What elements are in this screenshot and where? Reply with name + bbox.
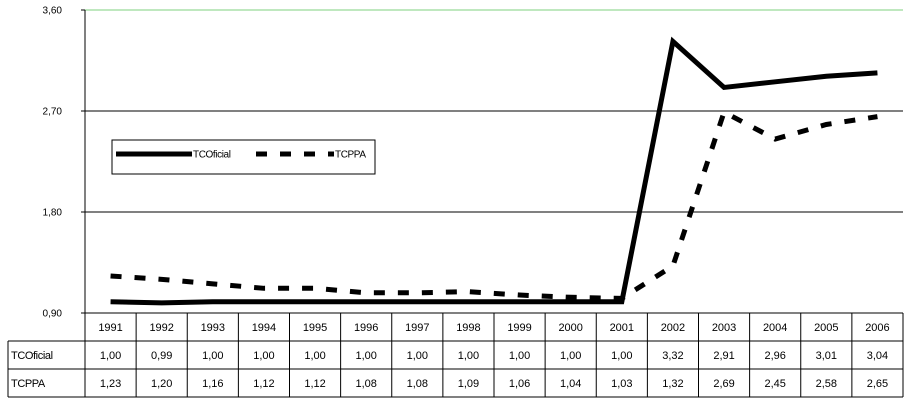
table-cell-value: 3,01 [816, 350, 837, 362]
plot-area [110, 36, 878, 306]
x-category-label: 1995 [303, 322, 327, 334]
table-cell-value: 2,96 [764, 350, 785, 362]
legend: TCOficial TCPPA [111, 139, 376, 175]
y-tick-label: 0,90 [43, 309, 63, 320]
x-category-label: 2001 [610, 322, 634, 334]
x-category-label: 1991 [98, 322, 122, 334]
table-cell-value: 1,09 [458, 378, 479, 390]
series-line-tcoficial [110, 36, 878, 306]
x-category-label: 1997 [405, 322, 429, 334]
table-cell-value: 1,00 [355, 350, 376, 362]
legend-label-tcoficial: TCOficial [193, 150, 231, 161]
table-cell-value: 1,00 [458, 350, 479, 362]
x-category-label: 1993 [201, 322, 225, 334]
x-category-label: 1996 [354, 322, 378, 334]
data-table: 1991 1992 1993 1994 1995 1996 1997 1998 1999 2000… [7, 312, 904, 398]
x-category-label: 2006 [865, 322, 889, 334]
table-cell-value: 0,99 [151, 350, 172, 362]
table-cell-value: 1,00 [304, 350, 325, 362]
table-cell-value: 1,16 [202, 378, 223, 390]
table-cell-value: 1,32 [662, 378, 683, 390]
table-cell-value: 2,69 [713, 378, 734, 390]
y-tick-label: 2,70 [43, 107, 63, 118]
x-category-label: 2003 [712, 322, 736, 334]
table-cell-value: 2,65 [867, 378, 888, 390]
table-cell-value: 1,03 [611, 378, 632, 390]
table-cell-value: 1,08 [407, 378, 428, 390]
x-category-label: 2002 [661, 322, 685, 334]
table-cell-value: 1,20 [151, 378, 172, 390]
table-cell-value: 3,32 [662, 350, 683, 362]
x-category-label: 1992 [149, 322, 173, 334]
table-cell-value: 1,00 [560, 350, 581, 362]
x-category-label: 1994 [252, 322, 276, 334]
x-category-label: 1998 [456, 322, 480, 334]
table-cell-value: 1,08 [355, 378, 376, 390]
legend-box [111, 139, 376, 175]
table-cell-value: 1,00 [407, 350, 428, 362]
table-series-name: TCPPA [11, 378, 46, 390]
table-cell-value: 2,45 [764, 378, 785, 390]
table-cell-value: 3,04 [867, 350, 888, 362]
table-series-name: TCOficial [11, 350, 53, 362]
table-cell-value: 1,00 [253, 350, 274, 362]
table-cell-value: 1,06 [509, 378, 530, 390]
table-cell-value: 1,00 [202, 350, 223, 362]
x-category-label: 2005 [814, 322, 838, 334]
table-cell-value: 1,00 [509, 350, 530, 362]
table-cell-value: 2,58 [816, 378, 837, 390]
legend-label-tcppa: TCPPA [335, 150, 366, 161]
y-tick-label: 3,60 [43, 6, 63, 17]
axes: 0,90 1,80 2,70 3,60 [43, 6, 86, 320]
table-cell-value: 1,00 [611, 350, 632, 362]
x-category-label: 1999 [507, 322, 531, 334]
x-category-label: 2004 [763, 322, 787, 334]
table-cell-value: 1,23 [100, 378, 121, 390]
table-cell-value: 1,04 [560, 378, 581, 390]
table-cell-value: 1,00 [100, 350, 121, 362]
table-cell-value: 2,91 [713, 350, 734, 362]
x-category-label: 2000 [558, 322, 582, 334]
table-cell-value: 1,12 [304, 378, 325, 390]
y-tick-label: 1,80 [43, 208, 63, 219]
table-cell-value: 1,12 [253, 378, 274, 390]
series-line-tcppa [110, 108, 878, 301]
